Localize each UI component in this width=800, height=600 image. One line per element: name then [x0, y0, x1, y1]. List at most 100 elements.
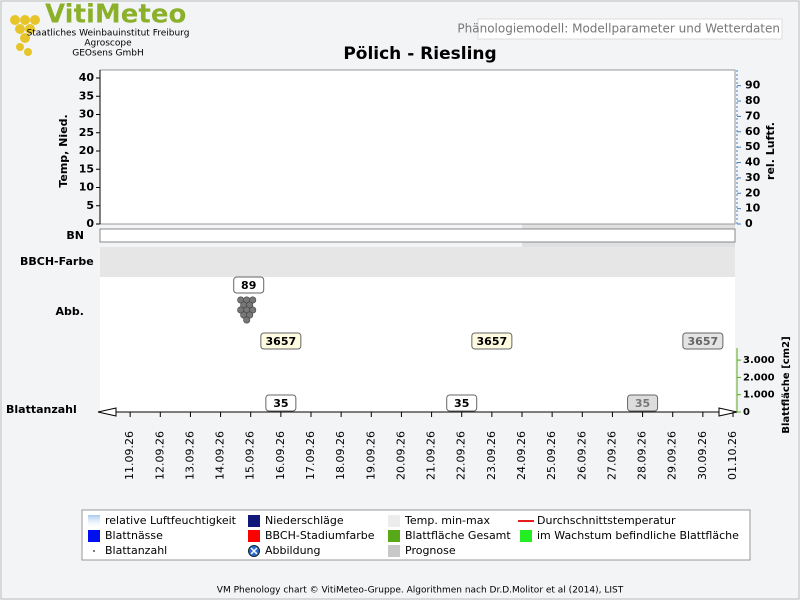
- subtitle-box: [477, 18, 783, 40]
- legend-label: Niederschläge: [265, 514, 344, 527]
- x-tick-label: 20.09.26: [394, 431, 407, 480]
- legend-swatch: [388, 545, 400, 557]
- leaf-area-label: 3657: [266, 335, 297, 348]
- x-tick-label: 30.09.26: [696, 431, 709, 480]
- leaf-area-label-box: [471, 332, 513, 350]
- axis-arrow: [97, 407, 117, 417]
- x-tick-label: 11.09.26: [123, 431, 136, 480]
- grape-icon: [243, 316, 251, 324]
- org-line: GEOsens GmbH: [72, 49, 143, 59]
- y-tick-label: 0: [86, 217, 94, 230]
- footer: VM Phenology chart © VitiMeteo-Gruppe. A…: [217, 586, 624, 596]
- x-tick-label: 27.09.26: [605, 431, 618, 480]
- y-tick-label: 20: [79, 144, 95, 157]
- x-tick-label: 12.09.26: [153, 431, 166, 480]
- leaf-count-label: 35: [454, 397, 469, 410]
- top-panel: [99, 69, 736, 225]
- y2-tick-label: 90: [745, 79, 761, 92]
- y3-tick-label: 1.000: [743, 390, 775, 401]
- legend-label: Temp. min-max: [404, 514, 490, 527]
- row-label: Abb.: [56, 305, 84, 318]
- legend-label: Blattfläche Gesamt: [405, 529, 511, 542]
- leaf-count-label: 35: [635, 397, 650, 410]
- y-tick-label: 25: [79, 126, 94, 139]
- x-tick-label: 15.09.26: [244, 431, 257, 480]
- legend-label: Abbildung: [265, 544, 321, 557]
- x-tick-label: 26.09.26: [575, 431, 588, 480]
- row-label: BN: [66, 229, 84, 242]
- legend-swatch: [248, 530, 260, 542]
- x-tick-label: 25.09.26: [545, 431, 558, 480]
- abb-row: [100, 277, 735, 348]
- legend-swatch: [248, 515, 260, 527]
- org-line: Staatliches Weinbauinstitut Freiburg: [27, 29, 190, 39]
- y3-tick-label: 3.000: [743, 355, 775, 366]
- x-tick-label: 23.09.26: [485, 431, 498, 480]
- bn-row: [99, 228, 736, 243]
- chart-title: Pölich - Riesling: [343, 44, 496, 64]
- legend-label: Blattnässe: [105, 529, 163, 542]
- leaf-area-label-box: [260, 332, 302, 350]
- y-tick-label: 10: [79, 181, 95, 194]
- legend-swatch: [250, 547, 258, 555]
- y2-axis-label: rel. Luftf.: [764, 122, 777, 180]
- y2-tick-label: 50: [745, 140, 761, 153]
- y2-tick-label: 30: [745, 171, 761, 184]
- y3-axis-label: Blattfläche [cm2]: [781, 336, 792, 433]
- y3-tick-label: 0: [743, 407, 750, 418]
- legend-swatch: [520, 530, 532, 542]
- y2-tick-label: 80: [745, 94, 761, 107]
- legend-label: relative Luftfeuchtigkeit: [105, 514, 237, 527]
- y2-tick-label: 10: [745, 202, 761, 215]
- legend-swatch: [88, 530, 100, 542]
- y2-tick-label: 40: [745, 156, 761, 169]
- y-tick-label: 5: [86, 199, 94, 212]
- y-tick-label: 35: [79, 89, 94, 102]
- leaf-area-label: 3657: [688, 335, 719, 348]
- x-tick-label: 18.09.26: [334, 431, 347, 480]
- y-tick-label: 40: [79, 71, 95, 84]
- y-tick-label: 15: [79, 162, 94, 175]
- leaf-area-label-box: [682, 332, 724, 350]
- legend-swatch: [93, 550, 95, 552]
- legend-label: Prognose: [405, 544, 456, 557]
- org-line: Agroscope: [84, 39, 132, 49]
- row-label: Blattanzahl: [6, 403, 77, 416]
- x-tick-label: 24.09.26: [515, 431, 528, 480]
- legend-label: Blattanzahl: [105, 544, 167, 557]
- y2-tick-label: 20: [745, 186, 761, 199]
- axis-arrow: [718, 407, 738, 417]
- bbch-label-box: [233, 276, 265, 294]
- legend-box: [81, 509, 751, 561]
- legend-label: im Wachstum befindliche Blattfläche: [537, 529, 739, 542]
- y2-tick-label: 60: [745, 125, 761, 138]
- leaf-count-label-box: [446, 394, 478, 412]
- leaf-area-label: 3657: [477, 335, 508, 348]
- leaf-count-label: 35: [273, 397, 288, 410]
- x-tick-label: 22.09.26: [455, 431, 468, 480]
- subtitle: Phänologiemodell: Modellparameter und We…: [457, 22, 780, 36]
- x-tick-label: 16.09.26: [274, 431, 287, 480]
- x-tick-label: 29.09.26: [666, 431, 679, 480]
- legend-swatch: [88, 515, 100, 527]
- row-label: BBCH-Farbe: [20, 255, 94, 268]
- y-tick-label: 30: [79, 108, 95, 121]
- leaf-count-label-box: [265, 394, 297, 412]
- x-tick-label: 17.09.26: [304, 431, 317, 480]
- legend-swatch: [388, 515, 400, 527]
- bbch-row: [100, 247, 735, 277]
- legend-label: Durchschnittstemperatur: [537, 514, 676, 527]
- y-axis-label: Temp, Nied.: [57, 114, 70, 187]
- bbch-label: 89: [241, 279, 256, 292]
- x-tick-label: 19.09.26: [364, 431, 377, 480]
- x-tick-label: 01.10.26: [726, 431, 739, 480]
- leaf-count-label-box: [627, 394, 659, 412]
- logo-text: VitiMeteo: [45, 0, 186, 30]
- legend-swatch: [388, 530, 400, 542]
- legend-label: BBCH-Stadiumfarbe: [265, 529, 375, 542]
- x-tick-label: 21.09.26: [425, 431, 438, 480]
- y3-tick-label: 2.000: [743, 372, 775, 383]
- y2-tick-label: 0: [745, 217, 753, 230]
